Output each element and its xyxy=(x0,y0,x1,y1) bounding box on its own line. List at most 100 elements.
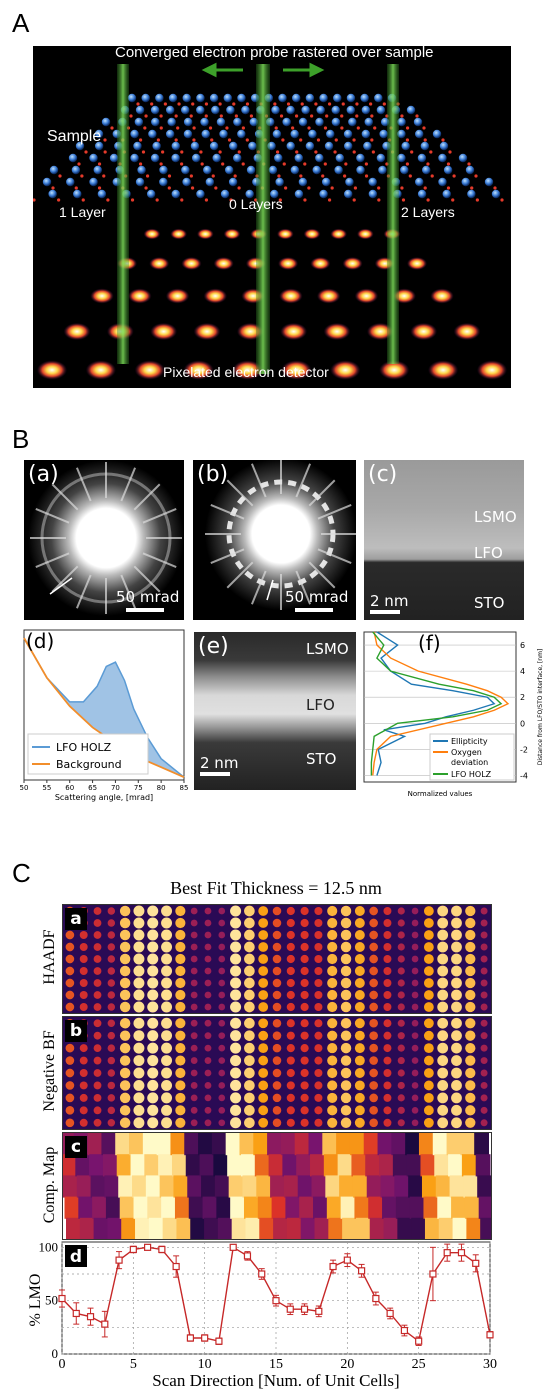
scale-text-b: 50 mrad xyxy=(285,588,349,606)
tag-c-a: a xyxy=(65,908,87,930)
lmo-chart: 0 5 10 15 20 25 30 0 50 100 d % LMO Scan Directi… xyxy=(27,1240,497,1389)
panel-a-illustration: Converged electron probe rastered over s… xyxy=(33,46,511,388)
lsmo-label-c: LSMO xyxy=(474,508,517,526)
lmo-point xyxy=(486,1331,494,1339)
legend-oxygen-2: deviation xyxy=(451,758,488,767)
sample-label: Sample xyxy=(47,128,102,145)
holz-xtick-label: 65 xyxy=(88,784,97,792)
c-title: Best Fit Thickness = 12.5 nm xyxy=(170,878,382,898)
profile-ytick-label: 6 xyxy=(520,641,525,650)
haadf-ylabel: HAADF xyxy=(41,929,58,985)
layer1-label: 1 Layer xyxy=(59,204,106,220)
scalebar-c xyxy=(370,610,400,614)
holz-xtick-label: 70 xyxy=(111,784,120,792)
lmo-point xyxy=(443,1249,451,1257)
holz-xtick-label: 75 xyxy=(134,784,143,792)
scale-text-a: 50 mrad xyxy=(116,588,180,606)
lmo-xtick-label: 5 xyxy=(130,1357,137,1372)
holz-legend: LFO HOLZ Background xyxy=(27,733,149,775)
scalebar-b xyxy=(295,608,333,612)
profile-ytick-label: 4 xyxy=(520,667,525,676)
tag-c: (c) xyxy=(368,462,398,487)
profile-legend: Ellipticity Oxygen deviation LFO HOLZ xyxy=(429,733,515,781)
profile-chart: -4 -2 0 2 4 6 (f) Ellipticity Oxygen deviatio… xyxy=(363,631,544,798)
lmo-point xyxy=(129,1245,137,1254)
lmo-point xyxy=(172,1262,180,1271)
lmo-point xyxy=(372,1294,380,1303)
lsmo-label-e: LSMO xyxy=(306,640,349,658)
profile-xlabel: Normalized values xyxy=(408,790,473,798)
probe-beam-right xyxy=(387,64,399,364)
holz-xtick-label: 55 xyxy=(42,784,51,792)
lmo-xtick-label: 20 xyxy=(340,1357,354,1372)
lmo-point xyxy=(215,1337,223,1345)
layer0-label: 0 Layers xyxy=(229,196,283,212)
diffraction-pattern-b: (b) 50 mrad xyxy=(193,460,356,620)
probe-beam-center xyxy=(256,64,270,374)
lmo-point xyxy=(186,1334,194,1342)
lmo-point xyxy=(358,1267,366,1275)
probe-caption: Converged electron probe rastered over s… xyxy=(115,46,434,61)
diffraction-pattern-a: (a) 50 mrad xyxy=(24,460,184,620)
profile-ylabel: Distance from LFO/STO interface, [nm] xyxy=(537,649,544,766)
profile-ytick-label: -4 xyxy=(520,771,528,780)
scalebar-e xyxy=(200,772,230,776)
raster-arrows xyxy=(201,62,325,78)
panel-letter-c: C xyxy=(12,858,31,888)
lmo-xtick-label: 0 xyxy=(59,1357,66,1372)
lmo-point xyxy=(429,1270,437,1278)
layer2-label: 2 Layers xyxy=(401,204,455,220)
profile-ytick-label: -2 xyxy=(520,745,528,754)
lmo-point xyxy=(86,1313,95,1321)
holz-chart: 50 55 60 65 70 75 80 85 (d) LFO HOLZ Background… xyxy=(20,629,188,802)
sto-label-e: STO xyxy=(306,750,337,768)
tag-e: (e) xyxy=(198,634,229,659)
profile-series-line xyxy=(376,631,496,776)
probe-beam-left xyxy=(117,64,129,364)
lmo-ytick-label: 100 xyxy=(39,1240,59,1254)
lfo-label-c: LFO xyxy=(474,544,503,562)
lmo-point xyxy=(158,1245,166,1254)
legend-lfo-holz: LFO HOLZ xyxy=(56,741,112,754)
haadf-map xyxy=(62,904,492,1014)
comp-ylabel: Comp. Map xyxy=(41,1146,58,1224)
detector-pattern-grid xyxy=(36,228,508,380)
profile-series-line xyxy=(372,631,510,776)
lmo-xtick-label: 25 xyxy=(412,1357,426,1372)
lmo-xtick-label: 10 xyxy=(198,1357,212,1372)
tag-f: (f) xyxy=(418,631,441,655)
tag-c-d: d xyxy=(70,1247,82,1267)
composition-map xyxy=(62,1132,492,1240)
holz-xtick-label: 85 xyxy=(180,784,188,792)
lmo-point xyxy=(72,1309,80,1318)
lmo-point xyxy=(243,1252,252,1260)
lmo-xtick-label: 30 xyxy=(483,1357,497,1372)
lmo-point xyxy=(101,1320,109,1328)
lmo-point xyxy=(229,1243,237,1251)
legend-oxygen: Oxygen xyxy=(451,748,482,757)
lmo-xlabel: Scan Direction [Num. of Unit Cells] xyxy=(152,1371,399,1389)
haadf-image-e: (e) LSMO LFO STO 2 nm xyxy=(194,632,356,790)
legend-background: Background xyxy=(56,758,122,771)
lmo-ytick-label: 50 xyxy=(45,1293,58,1308)
legend-lfo-holz-f: LFO HOLZ xyxy=(451,770,492,779)
lmo-point xyxy=(272,1297,280,1305)
detector-caption: Pixelated electron detector xyxy=(163,364,329,380)
lfo-label-e: LFO xyxy=(306,696,335,714)
lmo-ylabel: % LMO xyxy=(27,1274,44,1327)
haadf-image-c: (c) LSMO LFO STO 2 nm xyxy=(364,460,524,620)
lmo-point xyxy=(457,1249,466,1257)
lmo-ytick-label: 0 xyxy=(52,1346,59,1361)
holz-xtick-label: 60 xyxy=(65,784,74,792)
lmo-point xyxy=(400,1326,408,1335)
tag-c-b: b xyxy=(65,1020,87,1042)
scale-text-e: 2 nm xyxy=(200,754,239,772)
lmo-point xyxy=(286,1305,294,1313)
lmo-point xyxy=(258,1270,266,1278)
lmo-point xyxy=(143,1243,152,1251)
lmo-point xyxy=(201,1334,209,1342)
negative-bf-map xyxy=(62,1016,492,1130)
tag-d: (d) xyxy=(26,629,54,653)
lmo-point xyxy=(386,1309,394,1318)
probe-illustration xyxy=(33,62,508,380)
